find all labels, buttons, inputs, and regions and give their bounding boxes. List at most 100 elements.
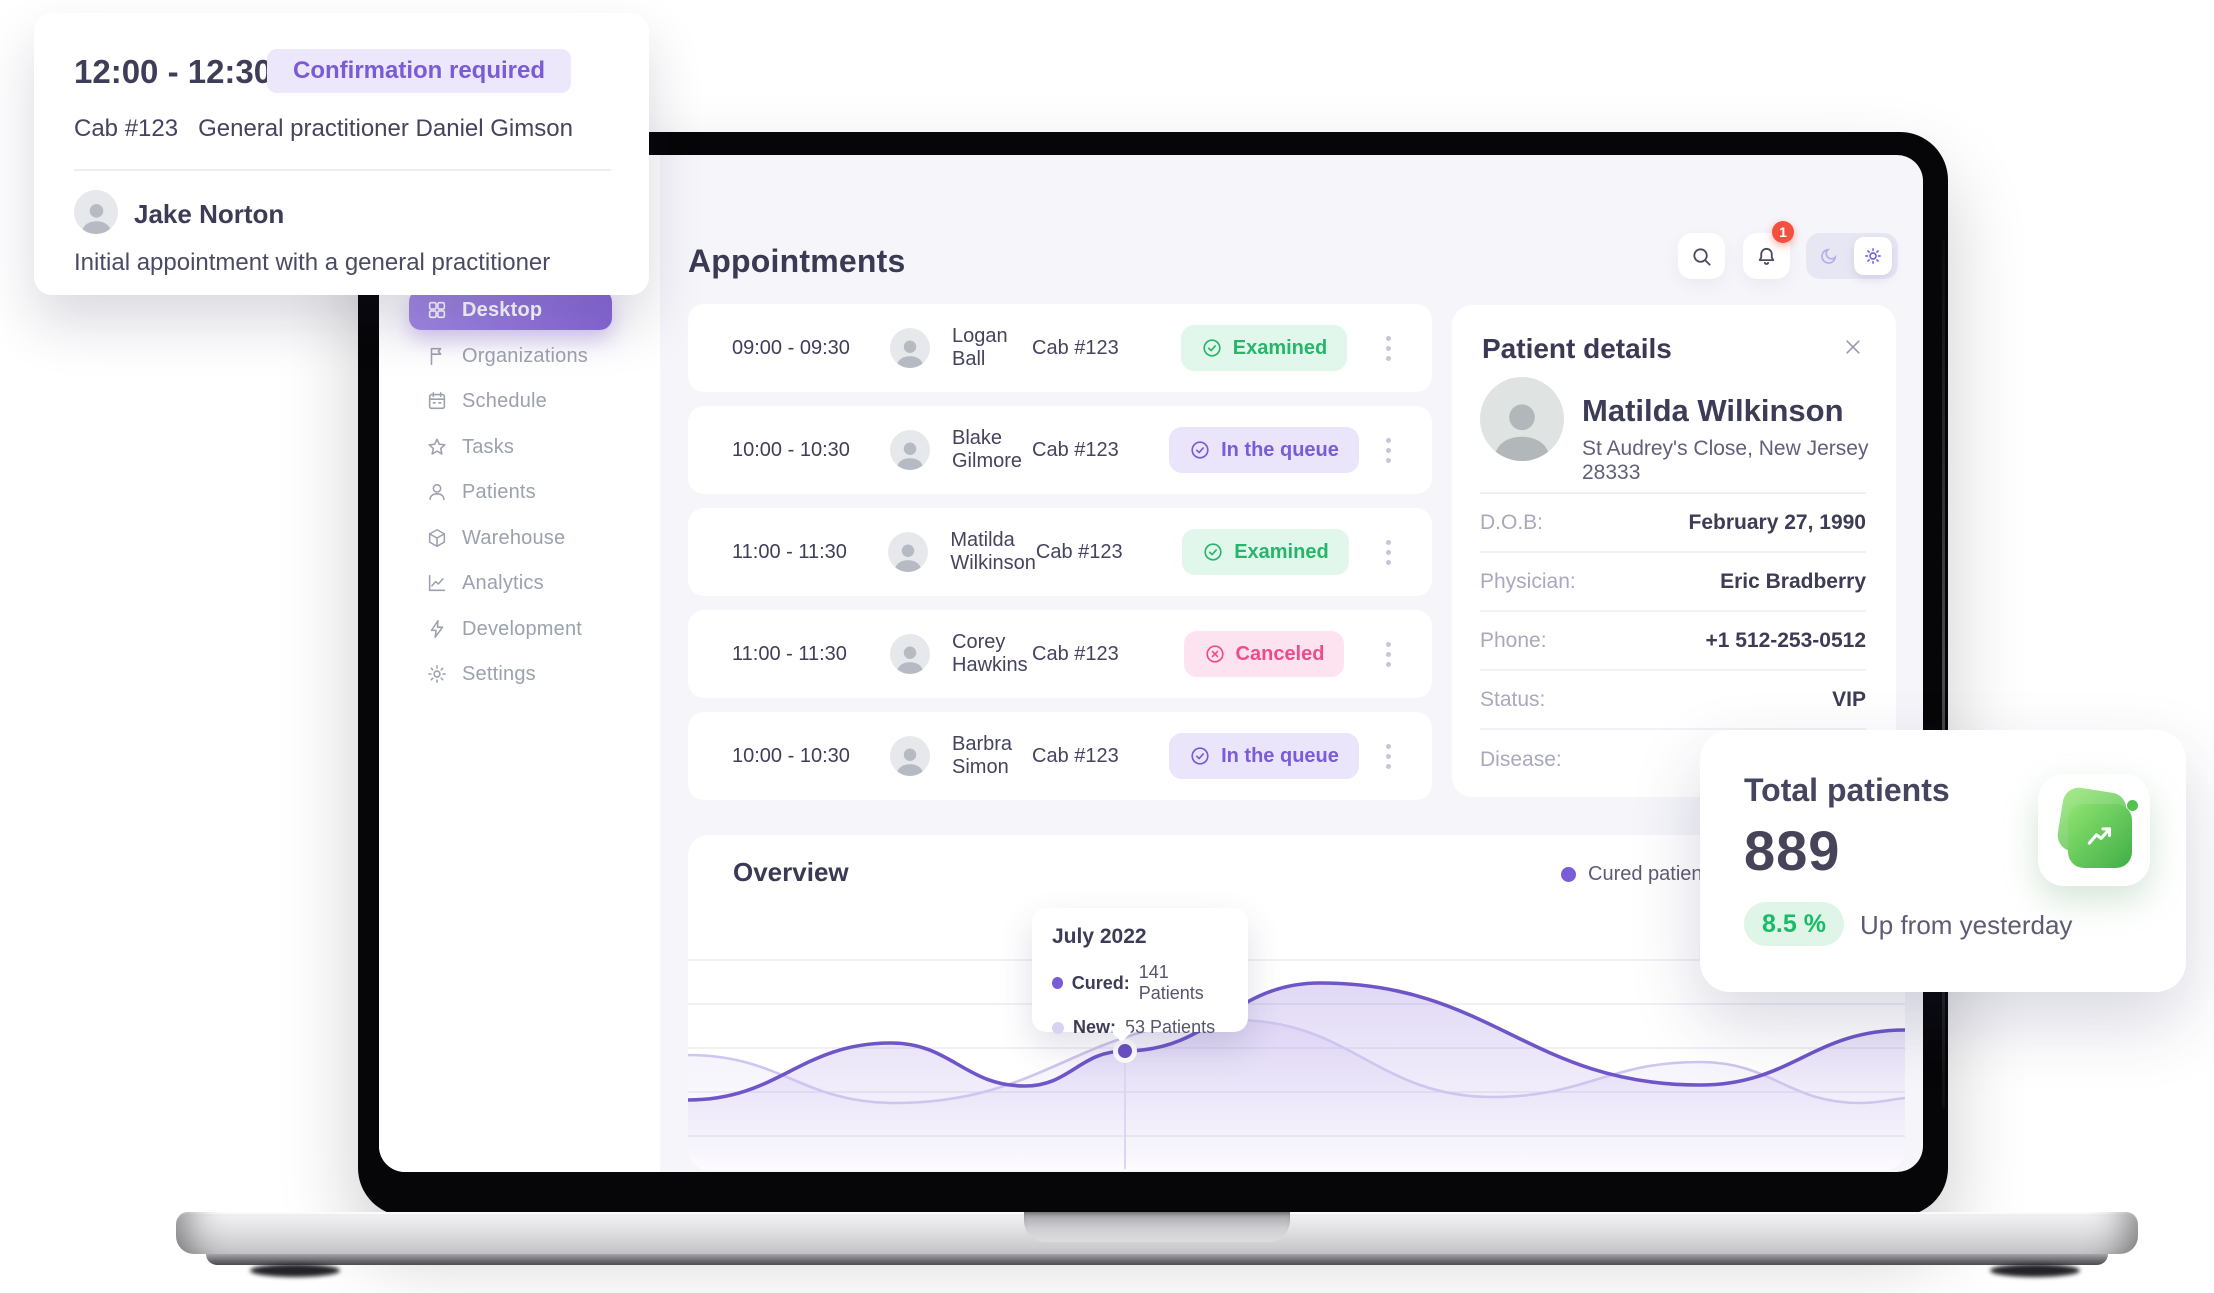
sidebar-item-patients[interactable]: Patients [409, 472, 612, 512]
tooltip-new-label: New: [1073, 1017, 1117, 1037]
person-silhouette-icon [896, 748, 924, 776]
user-icon [429, 483, 445, 501]
cab-number: Cab #123 [74, 115, 179, 142]
field-label: Physician: [1480, 569, 1576, 593]
status-label: Examined [1234, 540, 1329, 563]
avatar [890, 634, 930, 674]
kebab-menu-button[interactable] [1370, 630, 1406, 678]
field-value: February 27, 1990 [1688, 510, 1866, 534]
person-silhouette-icon [1494, 404, 1550, 461]
laptop-lid-notch [1024, 1212, 1290, 1242]
patient-details-panel: Patient details Matilda Wilkinson St Aud… [1452, 305, 1896, 797]
sidebar-item-label: Tasks [462, 435, 515, 458]
sidebar-item-desktop[interactable]: Desktop [409, 290, 612, 330]
avatar [888, 532, 929, 572]
appointment-time-range: 12:00 - 12:30 [74, 53, 273, 90]
calendar-icon [428, 391, 446, 410]
appointment-row[interactable]: 10:00 - 10:30 Barbra Simon Cab #123 In t… [688, 712, 1432, 800]
appointment-row[interactable]: 10:00 - 10:30 Blake Gilmore Cab #123 In … [688, 406, 1432, 494]
dark-mode-button[interactable] [1806, 233, 1852, 279]
sidebar-item-label: Organizations [462, 344, 588, 367]
sidebar-item-label: Analytics [462, 571, 544, 594]
field-value: +1 512-253-0512 [1705, 628, 1866, 652]
new-patients-line [688, 1018, 1905, 1105]
cured-patients-line [688, 981, 1905, 1102]
field-row: Status: VIP [1480, 671, 1866, 730]
status-badge: Examined [1180, 325, 1348, 371]
light-mode-button[interactable] [1854, 237, 1892, 275]
sidebar-item-label: Settings [462, 662, 536, 685]
sidebar-item-tasks[interactable]: Tasks [409, 427, 612, 467]
sidebar-item-label: Development [462, 617, 583, 640]
legend-dot [1561, 867, 1576, 882]
sidebar-item-analytics[interactable]: Analytics [409, 563, 612, 603]
status-label: Canceled [1235, 642, 1325, 665]
star-icon [428, 438, 446, 455]
sidebar-item-organizations[interactable]: Organizations [409, 336, 612, 376]
field-row: Physician: Eric Bradberry [1480, 553, 1866, 612]
legend-label: Cured patients [1588, 863, 1719, 885]
highlight-marker[interactable] [1113, 1039, 1137, 1063]
patient-name: Matilda Wilkinson [950, 529, 1036, 574]
lightning-icon [430, 619, 444, 639]
laptop-base-edge [206, 1254, 2108, 1265]
check-circle-icon [1204, 543, 1222, 561]
laptop-foot [250, 1264, 340, 1277]
status-badge: In the queue [1169, 427, 1359, 473]
search-icon [1693, 247, 1711, 266]
status-badge: In the queue [1169, 733, 1359, 779]
field-row: D.O.B: February 27, 1990 [1480, 494, 1866, 553]
appointment-popup-card: 12:00 - 12:30 Confirmation required Cab … [34, 13, 649, 295]
sidebar-item-development[interactable]: Development [409, 609, 612, 649]
kebab-menu-button[interactable] [1370, 324, 1406, 372]
cab-number: Cab #123 [1035, 540, 1123, 563]
status-badge: Examined [1182, 529, 1349, 575]
patient-name: Logan Ball [952, 325, 1008, 370]
tooltip-month: July 2022 [1052, 925, 1147, 948]
patient-address: St Audrey's Close, New Jersey 28333 [1582, 437, 1869, 484]
avatar [890, 328, 930, 368]
theme-toggle[interactable] [1806, 233, 1898, 279]
status-label: Examined [1232, 336, 1328, 359]
patient-name: Barbra Simon [952, 733, 1013, 778]
appointment-row[interactable]: 11:00 - 11:30 Corey Hawkins Cab #123 Can… [688, 610, 1432, 698]
appointment-row[interactable]: 11:00 - 11:30 Matilda Wilkinson Cab #123… [688, 508, 1432, 596]
check-circle-icon [1191, 441, 1209, 459]
appointment-row[interactable]: 09:00 - 09:30 Logan Ball Cab #123 Examin… [688, 304, 1432, 392]
status-badge: Canceled [1183, 631, 1345, 677]
kebab-menu-button[interactable] [1370, 426, 1406, 474]
divider [74, 169, 611, 171]
sidebar-item-settings[interactable]: Settings [409, 654, 612, 694]
patient-name: Blake Gilmore [952, 427, 1023, 472]
patient-name: Corey Hawkins [952, 631, 1028, 676]
confirmation-badge: Confirmation required [267, 49, 572, 93]
appointment-time: 10:00 - 10:30 [732, 744, 850, 767]
laptop-base [176, 1212, 2138, 1254]
appointment-time: 10:00 - 10:30 [732, 438, 850, 461]
close-icon [1846, 339, 1860, 354]
field-label: Phone: [1480, 628, 1547, 652]
appointment-note: Initial appointment with a general pract… [74, 249, 551, 276]
field-label: Status: [1480, 687, 1546, 711]
person-silhouette-icon [896, 340, 924, 368]
field-label: D.O.B: [1480, 510, 1544, 534]
kebab-menu-button[interactable] [1370, 528, 1406, 576]
appointment-time: 09:00 - 09:30 [732, 336, 850, 359]
box-icon [428, 528, 446, 548]
sidebar-item-label: Desktop [462, 298, 543, 321]
field-value: VIP [1832, 687, 1866, 711]
kebab-menu-button[interactable] [1370, 732, 1406, 780]
sun-icon [1865, 248, 1881, 264]
avatar [890, 430, 930, 470]
tooltip-new-row: New: 53 Patients [1052, 1017, 1228, 1038]
close-button[interactable] [1836, 331, 1870, 365]
sidebar-item-warehouse[interactable]: Warehouse [409, 518, 612, 558]
sidebar-item-schedule[interactable]: Schedule [409, 381, 612, 421]
person-silhouette-icon [894, 544, 922, 572]
growth-icon-tile [2038, 774, 2150, 886]
legend-cured-patients: Cured patients [1561, 863, 1718, 886]
search-button[interactable] [1678, 233, 1725, 279]
tooltip-cured-row: Cured: 141 Patients [1052, 962, 1228, 1004]
total-patients-card: Total patients 889 8.5 % Up from yesterd… [1700, 730, 2186, 992]
check-circle-icon [1203, 339, 1221, 357]
